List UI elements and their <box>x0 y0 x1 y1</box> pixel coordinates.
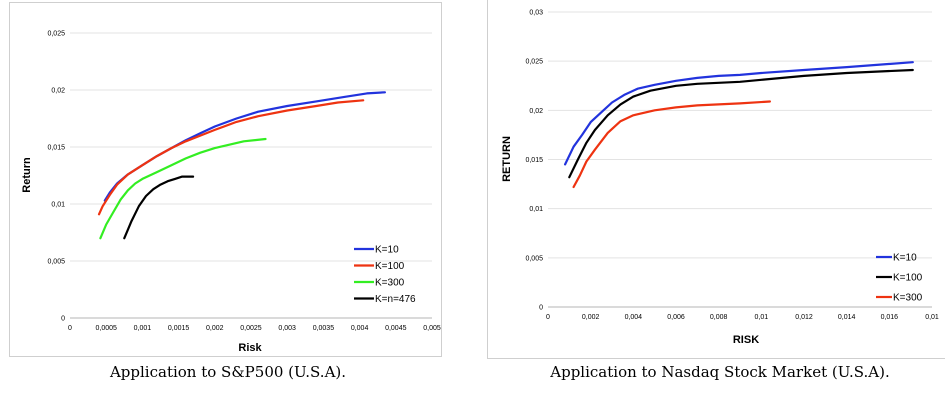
sp500-series-line-3 <box>123 175 195 240</box>
sp500-x-tick-label: 0,0025 <box>240 325 262 332</box>
nasdaq-x-tick-label: 0,012 <box>795 314 813 321</box>
nasdaq-caption: Application to Nasdaq Stock Market (U.S.… <box>550 363 890 381</box>
nasdaq-x-tick-label: 0,016 <box>881 314 899 321</box>
sp500-x-tick-label: 0 <box>68 325 72 332</box>
sp500-x-tick-label: 0,002 <box>206 325 224 332</box>
sp500-y-tick-label: 0,025 <box>47 31 65 38</box>
nasdaq-y-tick-label: 0,01 <box>529 206 543 213</box>
sp500-y-tick-label: 0,02 <box>51 88 65 95</box>
sp500-y-tick-label: 0,005 <box>47 259 65 266</box>
nasdaq-y-tick-label: 0,025 <box>525 59 543 66</box>
nasdaq-chart: 0 0,005 0,01 0,015 0,02 0,025 0,03 0 0,002 0,004 0… <box>487 0 945 359</box>
nasdaq-x-tick-label: 0,006 <box>667 314 685 321</box>
nasdaq-x-tick-label: 0,008 <box>710 314 728 321</box>
sp500-chart-svg: 0 0,005 0,01 0,015 0,02 0,025 0 0,0005 0,001 0,00… <box>21 31 441 355</box>
sp500-x-tick-label: 0,003 <box>278 325 296 332</box>
sp500-x-tick-label: 0,005 <box>423 325 441 332</box>
sp500-y-axis-title: Return <box>21 157 33 193</box>
sp500-legend-label-1: K=100 <box>375 261 405 272</box>
sp500-x-axis-title: Risk <box>238 342 262 354</box>
nasdaq-x-axis-title: RISK <box>733 334 759 346</box>
sp500-x-tick-label: 0,0005 <box>95 325 117 332</box>
sp500-series-line-0 <box>103 91 386 202</box>
nasdaq-series-line-2 <box>572 100 771 189</box>
sp500-series-line-2 <box>99 137 267 240</box>
nasdaq-y-tick-label: 0,015 <box>525 157 543 164</box>
nasdaq-legend-label-0: K=10 <box>893 253 917 264</box>
nasdaq-series-line-0 <box>564 61 914 166</box>
nasdaq-legend-label-1: K=100 <box>893 273 923 284</box>
sp500-x-tick-label: 0,001 <box>134 325 152 332</box>
nasdaq-series-line-1 <box>568 68 914 179</box>
sp500-caption: Application to S&P500 (U.S.A). <box>109 363 347 381</box>
nasdaq-legend-label-2: K=300 <box>893 293 923 304</box>
nasdaq-x-tick-label: 0,002 <box>582 314 600 321</box>
sp500-legend-label-3: K=n=476 <box>375 294 416 305</box>
nasdaq-x-tick-label: 0,014 <box>838 314 856 321</box>
sp500-y-tick-label: 0 <box>61 316 65 323</box>
sp500-x-tick-label: 0,0035 <box>313 325 335 332</box>
nasdaq-y-tick-label: 0 <box>539 305 543 312</box>
nasdaq-x-tick-label: 0,01 <box>755 314 769 321</box>
sp500-legend-label-2: K=300 <box>375 278 405 289</box>
nasdaq-x-tick-label: 0 <box>546 314 550 321</box>
sp500-x-tick-label: 0,0015 <box>168 325 190 332</box>
sp500-legend-label-0: K=10 <box>375 245 399 256</box>
sp500-y-tick-label: 0,01 <box>51 202 65 209</box>
sp500-chart: 0 0,005 0,01 0,015 0,02 0,025 0 0,0005 0,001 0,00… <box>9 2 442 357</box>
nasdaq-y-axis-title: RETURN <box>501 136 513 182</box>
nasdaq-y-tick-label: 0,02 <box>529 108 543 115</box>
nasdaq-y-tick-label: 0,03 <box>529 10 543 17</box>
sp500-y-tick-label: 0,015 <box>47 145 65 152</box>
nasdaq-chart-svg: 0 0,005 0,01 0,015 0,02 0,025 0,03 0 0,002 0,004 0… <box>501 10 939 347</box>
sp500-x-tick-label: 0,004 <box>351 325 369 332</box>
sp500-series-line-1 <box>97 99 365 216</box>
nasdaq-x-tick-label: 0,004 <box>625 314 643 321</box>
sp500-x-tick-label: 0,0045 <box>385 325 407 332</box>
nasdaq-x-tick-label: 0,01 <box>925 314 939 321</box>
nasdaq-y-tick-label: 0,005 <box>525 255 543 262</box>
